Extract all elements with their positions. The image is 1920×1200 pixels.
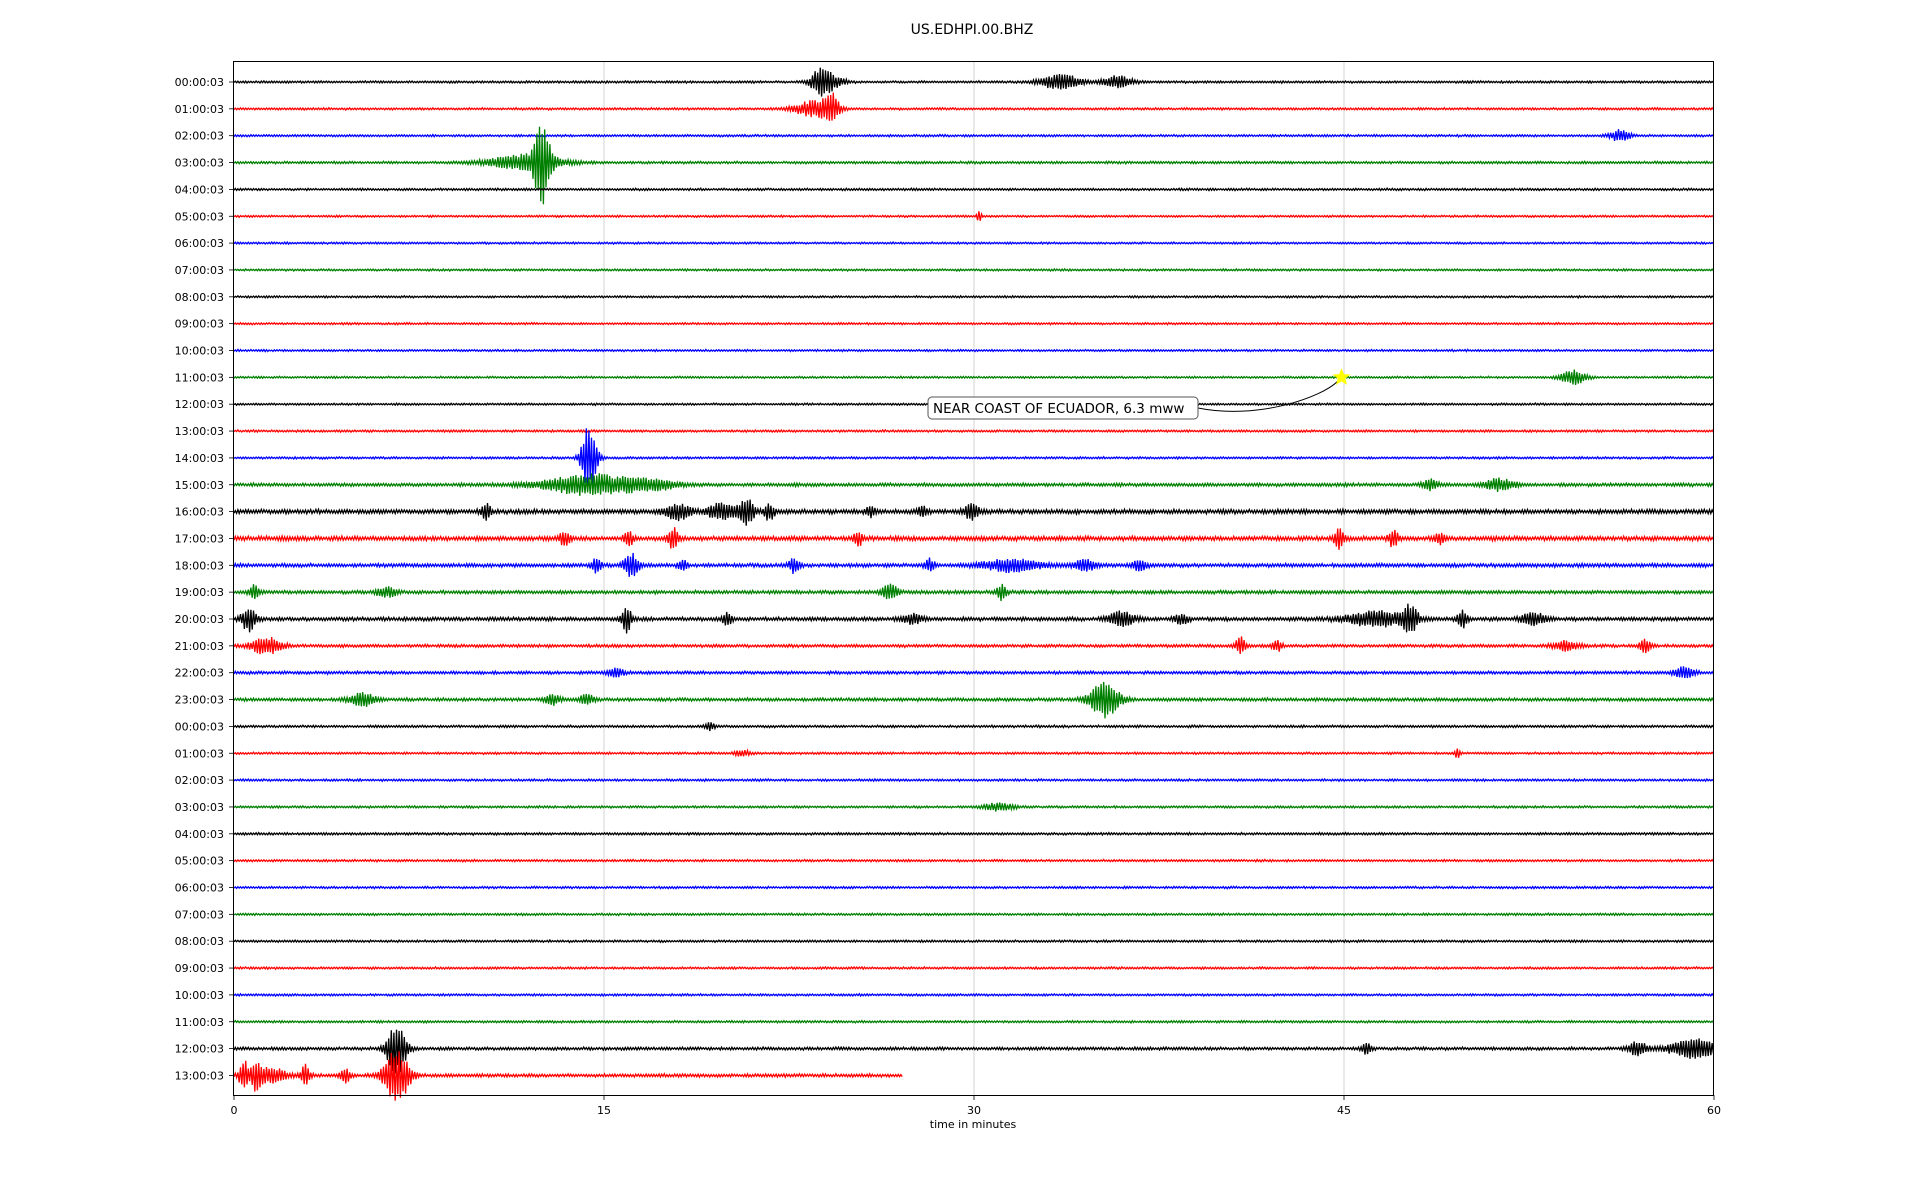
row-time-label: 11:00:03 xyxy=(175,1016,224,1029)
row-time-label: 21:00:03 xyxy=(175,640,224,653)
trace-row xyxy=(233,240,1714,246)
trace-row xyxy=(233,831,1714,837)
trace-row xyxy=(233,603,1714,634)
trace-row xyxy=(233,428,1714,486)
trace-row xyxy=(233,938,1714,944)
row-time-label: 01:00:03 xyxy=(175,747,224,760)
trace-row xyxy=(233,1029,1715,1074)
chart-title: US.EDHPI.00.BHZ xyxy=(911,22,1034,38)
trace-row xyxy=(233,369,1714,385)
trace-row xyxy=(233,211,1714,221)
trace-row xyxy=(233,802,1714,812)
row-time-label: 04:00:03 xyxy=(175,828,224,841)
trace-row xyxy=(233,348,1714,353)
x-tick-label: 45 xyxy=(1337,1104,1351,1117)
row-time-label: 22:00:03 xyxy=(175,667,224,680)
row-time-label: 05:00:03 xyxy=(175,855,224,868)
event-annotation: NEAR COAST OF ECUADOR, 6.3 mww xyxy=(927,368,1351,420)
row-time-label: 10:00:03 xyxy=(175,345,224,358)
trace-row xyxy=(233,911,1714,917)
trace-row xyxy=(233,992,1714,998)
row-time-label: 00:00:03 xyxy=(175,720,224,733)
trace-row xyxy=(233,473,1714,496)
trace-row xyxy=(233,722,1714,732)
trace-row xyxy=(233,126,1714,205)
row-time-label: 02:00:03 xyxy=(175,774,224,787)
row-time-label: 20:00:03 xyxy=(175,613,224,626)
row-time-label: 12:00:03 xyxy=(175,398,224,411)
trace-row xyxy=(233,636,1714,655)
row-time-label: 07:00:03 xyxy=(175,908,224,921)
row-time-label: 09:00:03 xyxy=(175,962,224,975)
event-star-marker xyxy=(1332,368,1351,385)
row-time-label: 02:00:03 xyxy=(175,130,224,143)
gridlines xyxy=(603,62,1345,1095)
trace-row xyxy=(233,1051,903,1101)
trace-row xyxy=(233,187,1714,192)
x-axis-ticks: 0 15 30 45 60 xyxy=(231,1095,1721,1117)
seismic-traces xyxy=(233,67,1715,1101)
row-time-label: 12:00:03 xyxy=(175,1043,224,1056)
row-time-label: 23:00:03 xyxy=(175,694,224,707)
trace-row xyxy=(233,748,1714,758)
row-time-label: 04:00:03 xyxy=(175,183,224,196)
trace-row xyxy=(233,885,1714,890)
trace-row xyxy=(233,321,1714,326)
trace-row xyxy=(233,1019,1714,1025)
row-time-label: 19:00:03 xyxy=(175,586,224,599)
trace-row xyxy=(233,67,1714,97)
row-time-label: 07:00:03 xyxy=(175,264,224,277)
x-tick-label: 0 xyxy=(231,1104,238,1117)
x-axis-label: time in minutes xyxy=(930,1118,1017,1131)
trace-row xyxy=(233,583,1714,601)
x-tick-label: 60 xyxy=(1707,1104,1721,1117)
trace-row xyxy=(233,527,1714,550)
trace-row xyxy=(233,267,1714,273)
trace-row xyxy=(233,294,1714,300)
trace-row xyxy=(233,428,1714,434)
row-time-label: 05:00:03 xyxy=(175,210,224,223)
row-time-label: 09:00:03 xyxy=(175,318,224,331)
trace-row xyxy=(233,92,1714,121)
row-time-label: 10:00:03 xyxy=(175,989,224,1002)
trace-row xyxy=(233,666,1714,679)
trace-row xyxy=(233,129,1714,142)
row-time-label: 11:00:03 xyxy=(175,371,224,384)
row-time-label: 18:00:03 xyxy=(175,559,224,572)
trace-row xyxy=(233,965,1714,971)
trace-row xyxy=(233,499,1714,526)
row-time-label: 15:00:03 xyxy=(175,479,224,492)
row-time-label: 08:00:03 xyxy=(175,935,224,948)
plot-frame xyxy=(233,61,1714,1096)
x-tick-label: 30 xyxy=(967,1104,981,1117)
trace-row xyxy=(233,777,1714,783)
annotation-box xyxy=(927,396,1199,420)
row-time-labels: 00:00:03 01:00:03 02:00:03 03:00:03 04:00:03… xyxy=(175,76,234,1082)
x-tick-label: 15 xyxy=(597,1104,611,1117)
row-time-label: 06:00:03 xyxy=(175,882,224,895)
row-time-label: 06:00:03 xyxy=(175,237,224,250)
row-time-label: 03:00:03 xyxy=(175,801,224,814)
trace-row xyxy=(233,681,1714,719)
row-time-label: 01:00:03 xyxy=(175,103,224,116)
trace-row xyxy=(233,858,1714,864)
annotation-arrow xyxy=(1197,380,1338,412)
row-time-label: 08:00:03 xyxy=(175,291,224,304)
row-time-label: 13:00:03 xyxy=(175,425,224,438)
row-time-label: 14:00:03 xyxy=(175,452,224,465)
row-time-label: 00:00:03 xyxy=(175,76,224,89)
row-time-label: 03:00:03 xyxy=(175,157,224,170)
trace-row xyxy=(233,552,1714,577)
row-time-label: 16:00:03 xyxy=(175,506,224,519)
annotation-text: NEAR COAST OF ECUADOR, 6.3 mww xyxy=(933,401,1184,417)
row-time-label: 17:00:03 xyxy=(175,532,224,545)
row-time-label: 13:00:03 xyxy=(175,1069,224,1082)
